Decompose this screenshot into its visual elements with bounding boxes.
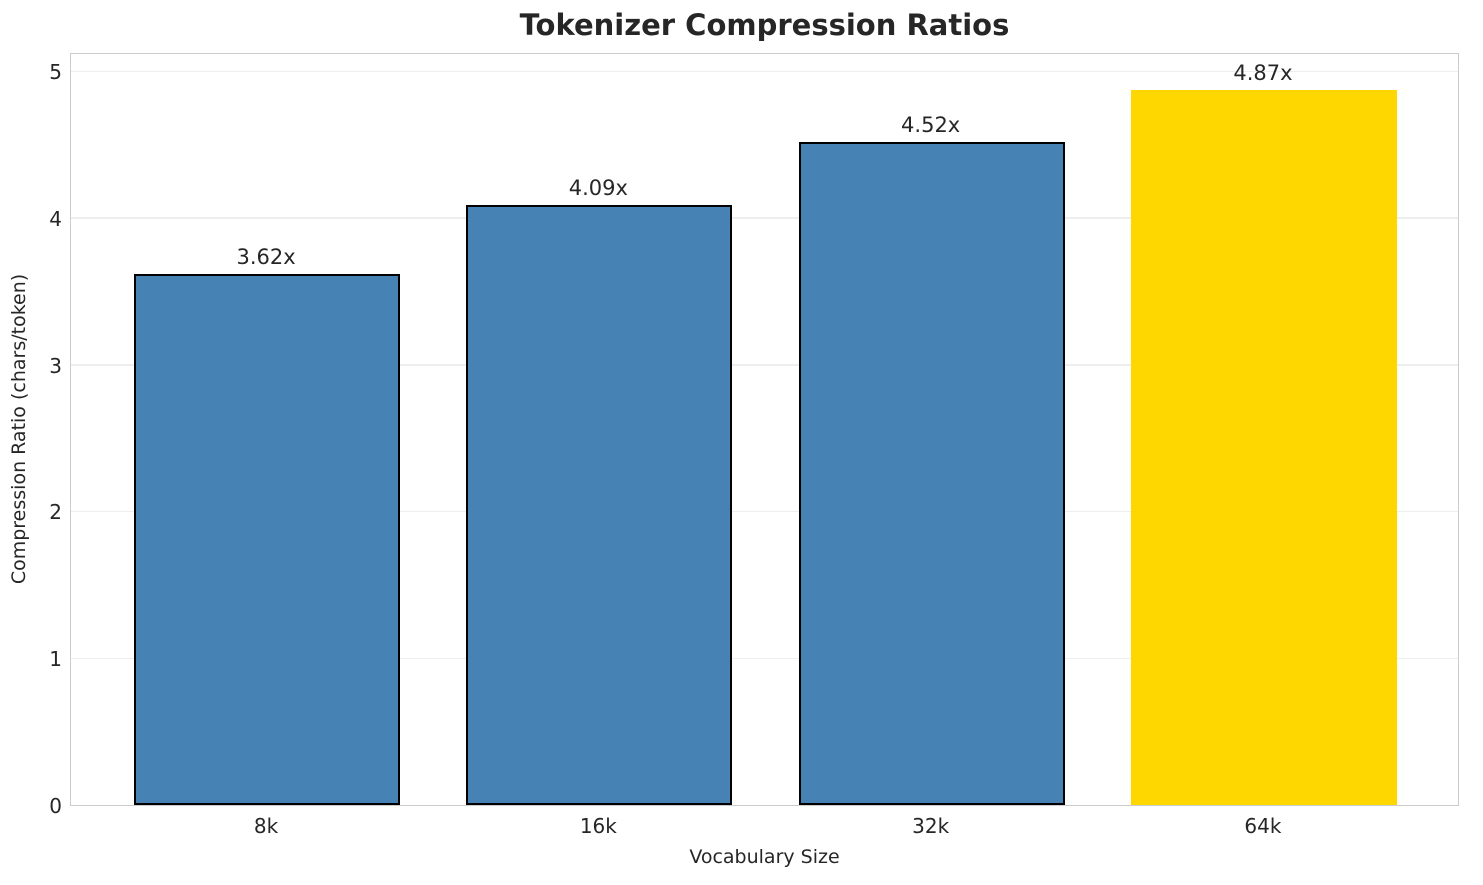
- y-tick-label-0: 0: [49, 794, 62, 818]
- bar-64k: [1130, 90, 1397, 805]
- y-tick-label-3: 3: [49, 353, 62, 378]
- plot-area: [70, 53, 1459, 806]
- gridline-y-4: [71, 217, 1458, 219]
- x-tick-label-32k: 32k: [912, 814, 950, 838]
- gridline-y-2: [71, 510, 1458, 513]
- x-tick-label-16k: 16k: [579, 814, 617, 838]
- y-tick-label-1: 1: [49, 647, 62, 672]
- bar-16k: [466, 204, 733, 805]
- x-tick-label-8k: 8k: [253, 814, 279, 838]
- bar-32k: [798, 141, 1065, 805]
- gridline-y-5: [71, 70, 1458, 73]
- bar-8k: [134, 273, 401, 805]
- chart-title: Tokenizer Compression Ratios: [519, 8, 1010, 42]
- y-tick-label-4: 4: [49, 206, 62, 231]
- x-tick-label-64k: 64k: [1244, 814, 1282, 838]
- bar-value-label-8k: 3.62x: [236, 244, 296, 269]
- y-tick-label-2: 2: [49, 500, 62, 525]
- bar-value-label-64k: 4.87x: [1233, 61, 1293, 86]
- y-axis-label: Compression Ratio (chars/token): [8, 273, 30, 585]
- bar-value-label-32k: 4.52x: [901, 112, 961, 137]
- gridline-y-3: [71, 364, 1458, 366]
- y-tick-label-5: 5: [49, 60, 62, 85]
- bar-value-label-16k: 4.09x: [568, 175, 628, 200]
- gridline-y-1: [71, 657, 1458, 660]
- x-axis-label: Vocabulary Size: [689, 846, 840, 868]
